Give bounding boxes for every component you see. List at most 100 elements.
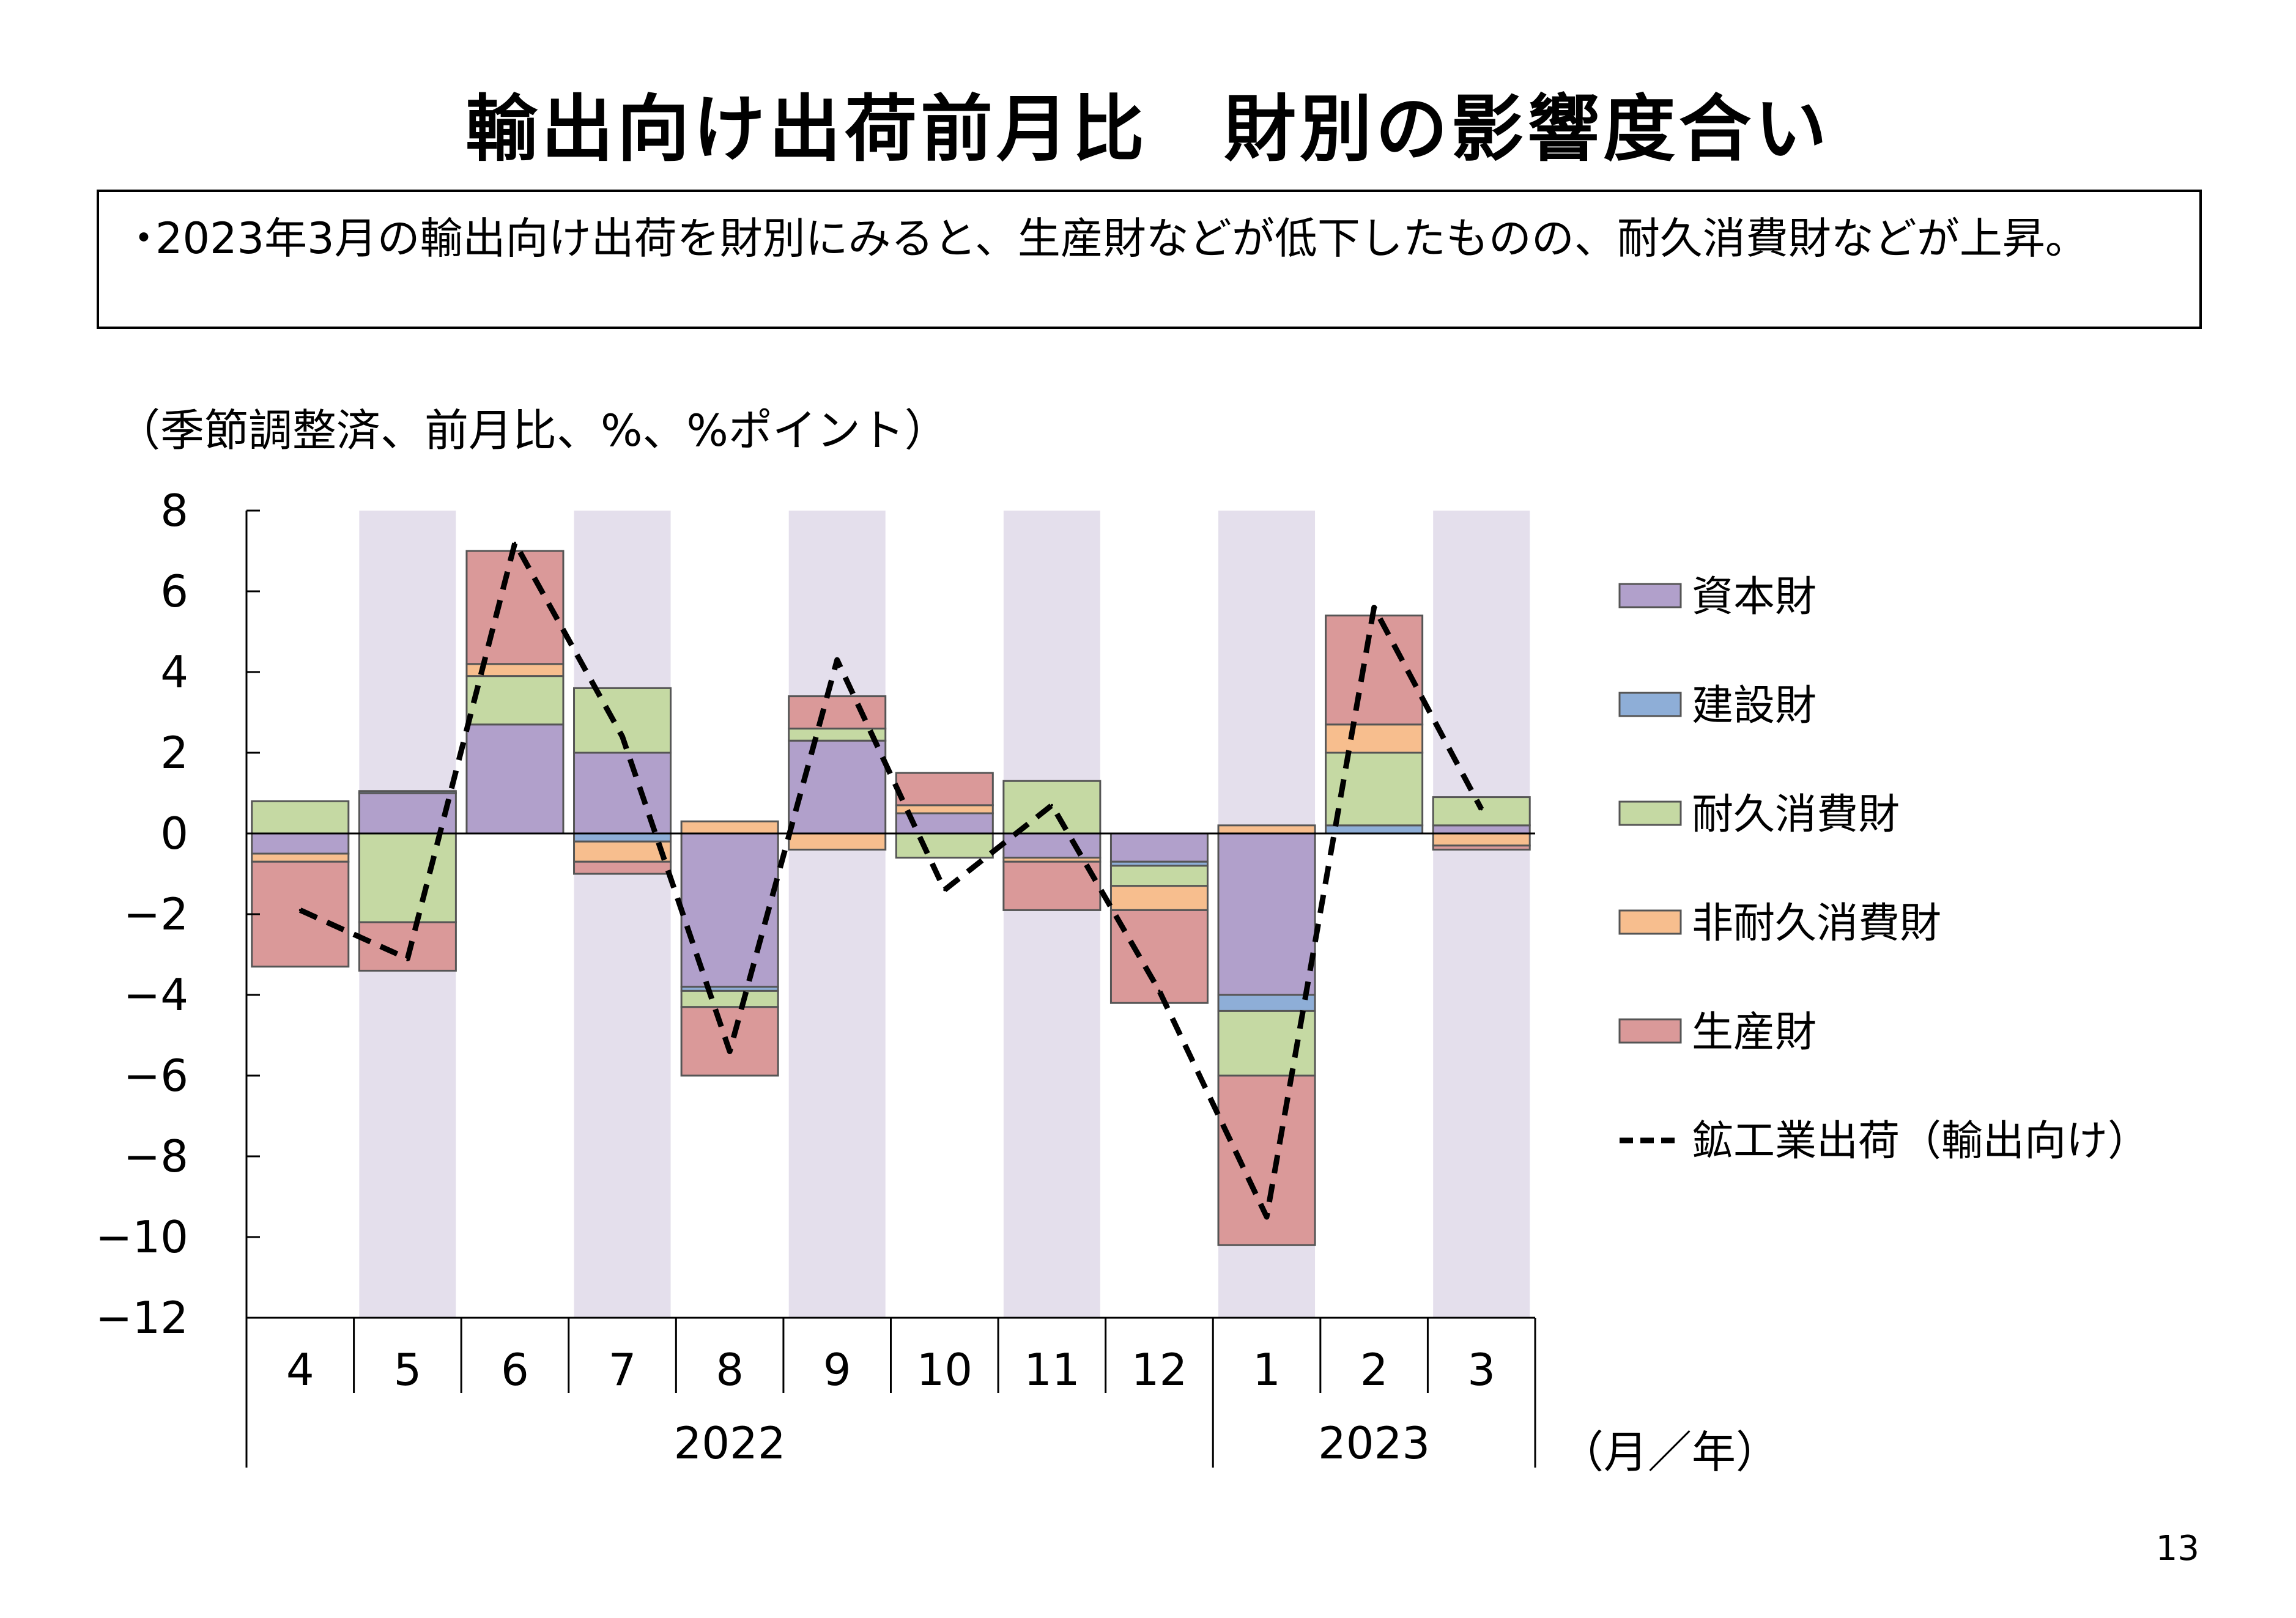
bar-construction-5 <box>358 790 457 794</box>
bar-durable-4 <box>251 800 350 835</box>
bar-durable-10 <box>895 832 994 859</box>
line-point-4 <box>298 909 302 912</box>
shade-band-7 <box>574 511 671 1318</box>
line-point-8 <box>728 1050 731 1053</box>
page-number: 13 <box>2155 1529 2199 1568</box>
summary-bullet: ・ <box>122 213 165 264</box>
x-tick-label-6: 6 <box>501 1344 529 1395</box>
year-label-2023: 2023 <box>1318 1417 1430 1469</box>
x-tick-label-4: 4 <box>286 1344 314 1395</box>
bar-capital-1 <box>1217 832 1316 996</box>
summary-box: ・ 2023年3月の輸出向け出荷を財別にみると、生産財などが低下したものの、耐久… <box>97 190 2202 329</box>
legend-swatch-capital <box>1618 583 1682 608</box>
bar-nondurable-12 <box>1109 885 1209 911</box>
y-tick-label: −6 <box>124 1050 188 1101</box>
legend-label-construction: 建設財 <box>1692 682 1816 730</box>
line-point-2 <box>1372 606 1376 609</box>
bar-production-5 <box>358 921 457 972</box>
bar-production-9 <box>788 695 887 730</box>
bar-capital-5 <box>358 792 457 835</box>
x-axis-label: （月／年） <box>1560 1427 1780 1478</box>
bar-nondurable-9 <box>788 832 887 851</box>
axis-layer <box>245 509 1536 1468</box>
bar-construction-1 <box>1217 994 1316 1012</box>
x-tick-label-11: 11 <box>1024 1344 1080 1395</box>
line-point-1 <box>1265 1216 1268 1218</box>
bar-production-4 <box>251 860 350 968</box>
bar-capital-11 <box>1002 832 1102 859</box>
bar-capital-3 <box>1432 824 1531 835</box>
x-tick-label-1: 1 <box>1253 1344 1281 1395</box>
bar-capital-6 <box>465 723 565 835</box>
bar-nondurable-4 <box>251 852 350 863</box>
legend-swatch-construction <box>1618 692 1682 717</box>
bar-production-2 <box>1325 615 1424 726</box>
bar-nondurable-1 <box>1217 824 1316 835</box>
bar-capital-8 <box>680 832 779 988</box>
bar-production-11 <box>1002 860 1102 911</box>
bar-production-6 <box>465 550 565 665</box>
legend-swatch-durable <box>1618 800 1682 826</box>
line-layer <box>298 540 1484 1220</box>
legend-label-line: 鉱工業出荷（輸出向け） <box>1692 1117 2149 1165</box>
x-tick-label-12: 12 <box>1131 1344 1188 1395</box>
y-tick-label: 2 <box>160 727 188 778</box>
bar-nondurable-7 <box>573 840 672 863</box>
bar-durable-8 <box>680 989 779 1008</box>
x-tick-label-7: 7 <box>609 1344 637 1395</box>
line-point-6 <box>513 541 516 544</box>
x-tick-label-3: 3 <box>1467 1344 1495 1395</box>
line-point-11 <box>1050 803 1053 807</box>
bar-durable-5 <box>358 832 457 923</box>
shade-band-9 <box>788 511 886 1318</box>
y-tick-label: −8 <box>124 1131 188 1182</box>
legend-label-durable: 耐久消費財 <box>1692 791 1900 839</box>
y-tick-label: 0 <box>160 808 188 859</box>
slide-title: 輸出向け出荷前月比 財別の影響度合い <box>465 87 1831 171</box>
y-tick-label: −12 <box>95 1292 188 1343</box>
shade-band-11 <box>1003 511 1100 1318</box>
legend-swatch-production <box>1618 1018 1682 1044</box>
bar-capital-9 <box>788 739 887 835</box>
bar-production-12 <box>1109 909 1209 1004</box>
bar-production-8 <box>680 1006 779 1077</box>
bar-construction-7 <box>573 832 672 843</box>
year-label-2022: 2022 <box>674 1417 786 1469</box>
y-tick-label: −4 <box>124 969 188 1021</box>
legend-label-production: 生産財 <box>1692 1008 1816 1057</box>
bar-nondurable-2 <box>1325 723 1424 754</box>
bar-durable-3 <box>1432 796 1531 827</box>
x-tick-label-10: 10 <box>916 1344 972 1395</box>
bar-layer <box>251 550 1531 1246</box>
legend-label-capital: 資本財 <box>1692 573 1816 621</box>
legend-swatch-nondurable <box>1618 909 1682 935</box>
bar-nondurable-3 <box>1432 832 1531 847</box>
line-series-shipments <box>298 540 1484 1220</box>
line-point-10 <box>943 888 946 892</box>
bar-capital-12 <box>1109 832 1209 863</box>
y-tick-label: −10 <box>95 1211 188 1263</box>
bar-capital-4 <box>251 832 350 855</box>
bar-durable-6 <box>465 675 565 726</box>
bar-production-3 <box>1432 844 1531 851</box>
bar-production-1 <box>1217 1074 1316 1246</box>
bar-production-10 <box>895 772 994 807</box>
y-tick-label: 4 <box>160 646 188 698</box>
legend-label-nondurable: 非耐久消費財 <box>1692 900 1941 948</box>
bar-nondurable-8 <box>680 820 779 835</box>
bar-construction-2 <box>1325 824 1424 835</box>
bar-capital-7 <box>573 752 672 835</box>
line-point-5 <box>406 957 409 960</box>
y-tick-label: 6 <box>160 566 188 617</box>
x-tick-label-2: 2 <box>1360 1344 1388 1395</box>
x-tick-label-8: 8 <box>716 1344 744 1395</box>
bar-production-7 <box>573 860 672 875</box>
y-tick-label: −2 <box>124 888 188 940</box>
shade-band-3 <box>1433 511 1530 1318</box>
summary-text: 2023年3月の輸出向け出荷を財別にみると、生産財などが低下したものの、耐久消費… <box>155 213 2088 264</box>
line-point-12 <box>1158 989 1161 992</box>
bar-durable-12 <box>1109 865 1209 887</box>
